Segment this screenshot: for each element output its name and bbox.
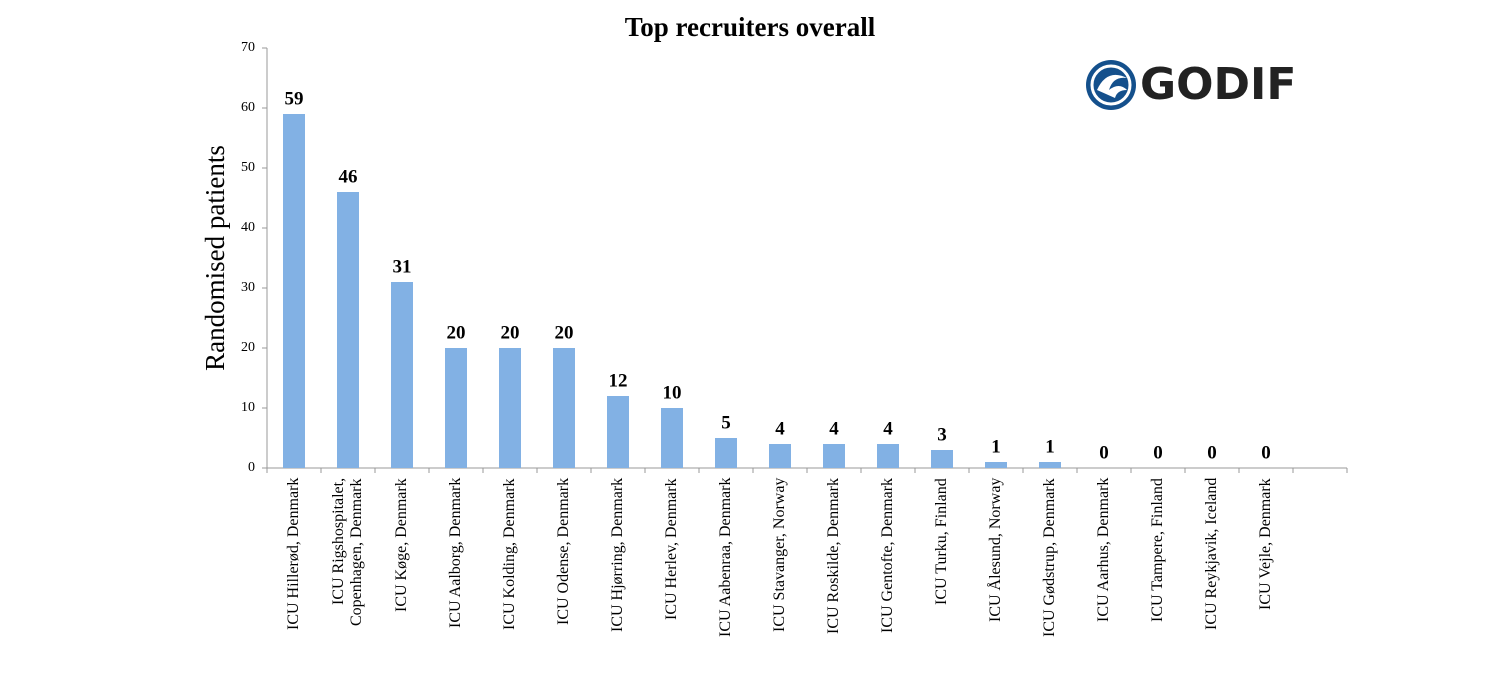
value-label: 59 — [285, 88, 304, 109]
x-tick-label: ICU Aarhus, Denmark — [1095, 478, 1112, 623]
value-label: 0 — [1207, 442, 1217, 463]
bar — [877, 444, 899, 468]
value-label: 20 — [555, 322, 574, 343]
bar — [283, 114, 305, 468]
x-tick-label: ICU Turku, Finland — [933, 478, 950, 605]
value-label: 5 — [721, 412, 731, 433]
bar — [715, 438, 737, 468]
bar — [931, 450, 953, 468]
value-label: 4 — [829, 418, 839, 439]
value-label: 12 — [609, 370, 628, 391]
x-tick-label: ICU Reykjavik, Iceland — [1203, 478, 1220, 631]
value-label: 10 — [663, 382, 682, 403]
y-tick-label: 60 — [241, 100, 255, 115]
x-tick-label: ICU Hjørring, Denmark — [609, 478, 626, 633]
value-label: 0 — [1099, 442, 1109, 463]
bar — [553, 348, 575, 468]
bar — [823, 444, 845, 468]
bar — [607, 396, 629, 468]
x-tick-label: ICU Aalborg, Denmark — [447, 478, 464, 629]
value-label: 4 — [883, 418, 893, 439]
chart-title: Top recruiters overall — [625, 12, 876, 42]
bar — [985, 462, 1007, 468]
x-tick-label: ICU Kolding, Denmark — [501, 478, 518, 630]
value-label: 1 — [1045, 436, 1055, 457]
y-tick-label: 0 — [248, 460, 255, 475]
logo-wave — [1097, 74, 1127, 98]
x-tick-label: ICU Gentofte, Denmark — [879, 478, 896, 634]
value-label: 0 — [1153, 442, 1163, 463]
bar — [337, 192, 359, 468]
x-tick-label: ICU Herlev, Denmark — [663, 478, 680, 620]
y-tick-label: 20 — [241, 340, 255, 355]
x-tick-label: ICU Køge, Denmark — [393, 478, 410, 612]
x-tick-label: ICU Ålesund, Norway — [987, 478, 1004, 623]
y-tick-label: 50 — [241, 160, 255, 175]
x-tick-label: ICU Stavanger, Norway — [771, 478, 788, 633]
bar — [1039, 462, 1061, 468]
y-tick-label: 30 — [241, 280, 255, 295]
x-tick-label: ICU Roskilde, Denmark — [825, 478, 842, 634]
value-label: 20 — [501, 322, 520, 343]
x-tick-label: ICU Aabenraa, Denmark — [717, 478, 734, 638]
value-label: 1 — [991, 436, 1001, 457]
bar — [445, 348, 467, 468]
y-tick-label: 70 — [241, 40, 255, 55]
value-label: 0 — [1261, 442, 1271, 463]
value-label: 3 — [937, 424, 947, 445]
logo: GODIF — [1086, 59, 1296, 110]
x-tick-label: ICU Hillerød, Denmark — [285, 478, 302, 631]
x-tick-label: ICU Gødstrup, Denmark — [1041, 478, 1058, 637]
y-tick-label: 40 — [241, 220, 255, 235]
logo-text: GODIF — [1140, 59, 1296, 110]
y-tick-label: 10 — [241, 400, 255, 415]
x-tick-label: ICU Vejle, Denmark — [1257, 478, 1274, 610]
bar — [391, 282, 413, 468]
value-label: 4 — [775, 418, 785, 439]
bar — [661, 408, 683, 468]
bar — [499, 348, 521, 468]
x-tick-label: ICU Odense, Denmark — [555, 478, 572, 626]
bar — [769, 444, 791, 468]
x-tick-label: ICU Rigshospitalet, Copenhagen, Denmark — [330, 478, 365, 626]
value-label: 46 — [339, 166, 358, 187]
logo-ring — [1090, 64, 1132, 106]
y-axis-label: Randomised patients — [200, 145, 230, 371]
value-label: 31 — [393, 256, 412, 277]
value-label: 20 — [447, 322, 466, 343]
x-tick-label: ICU Tampere, Finland — [1149, 478, 1166, 622]
